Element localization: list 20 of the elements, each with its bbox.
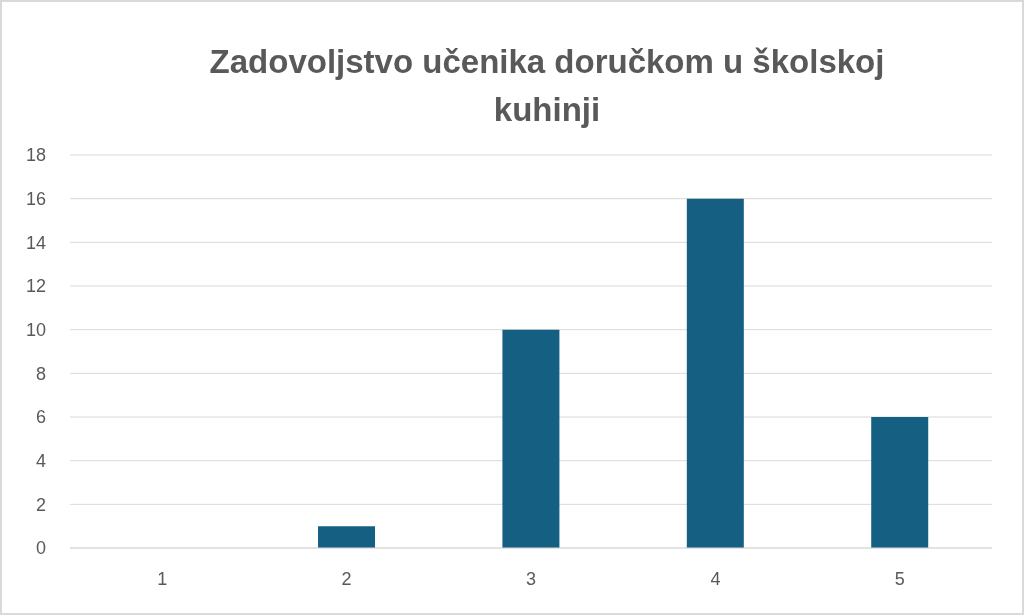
x-tick-label: 5 (894, 568, 905, 589)
y-tick-label: 18 (25, 145, 46, 166)
bar (318, 526, 376, 548)
y-tick-label: 2 (35, 494, 46, 515)
y-tick-label: 14 (25, 232, 46, 253)
x-tick-label: 3 (525, 568, 537, 589)
chart-title: Zadovoljstvo učenika doručkom u školskoj kuhinji (208, 42, 886, 130)
bar (871, 417, 929, 548)
y-tick-label: 6 (35, 407, 46, 428)
x-tick-label: 1 (157, 568, 168, 589)
bar (686, 198, 744, 548)
y-tick-label: 4 (35, 451, 46, 472)
y-tick-label: 12 (25, 276, 46, 297)
x-tick-label: 2 (341, 568, 352, 589)
x-tick-label: 4 (710, 568, 721, 589)
bar (502, 329, 560, 548)
y-tick-label: 0 (35, 538, 46, 559)
y-tick-label: 10 (25, 320, 46, 341)
y-tick-label: 8 (35, 363, 46, 384)
y-tick-label: 16 (25, 189, 46, 210)
